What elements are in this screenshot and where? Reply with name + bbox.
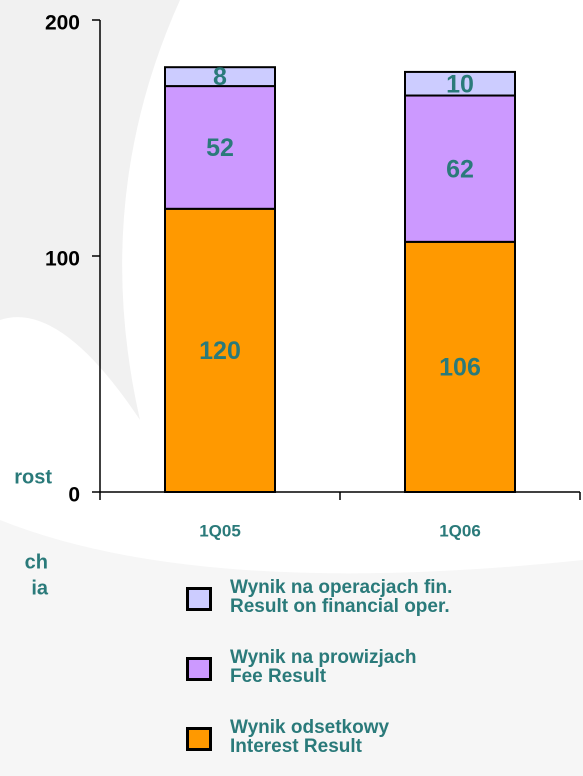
bar-segment xyxy=(404,240,516,493)
annotation: rost xyxy=(14,466,52,488)
x-tick-label: 1Q06 xyxy=(439,521,481,540)
data-label: 10 xyxy=(446,70,474,98)
legend-swatch xyxy=(186,587,212,611)
annotation: ch xyxy=(25,551,48,573)
legend-swatch xyxy=(186,657,212,681)
y-tick-label: 200 xyxy=(45,12,80,35)
data-label: 106 xyxy=(439,354,481,382)
annotation: ia xyxy=(31,577,49,599)
bar-segment xyxy=(164,85,276,210)
legend-label: Wynik na operacjach fin. Result on finan… xyxy=(230,577,453,617)
y-tick-label: 0 xyxy=(68,484,80,507)
data-label: 120 xyxy=(199,337,241,365)
background-swoosh xyxy=(0,0,180,420)
bar-segment xyxy=(404,70,516,97)
data-label: 52 xyxy=(206,134,234,162)
legend-swatch xyxy=(186,727,212,751)
legend-label: Wynik odsetkowy Interest Result xyxy=(230,717,390,757)
background-swoosh xyxy=(0,520,583,776)
data-label: 62 xyxy=(446,155,474,183)
legend-label: Wynik na prowizjach Fee Result xyxy=(230,647,417,687)
bar-segment xyxy=(404,94,516,243)
bar-segment xyxy=(164,66,276,88)
y-tick-label: 100 xyxy=(45,248,80,271)
data-label: 8 xyxy=(213,63,227,91)
x-tick-label: 1Q05 xyxy=(199,521,241,540)
